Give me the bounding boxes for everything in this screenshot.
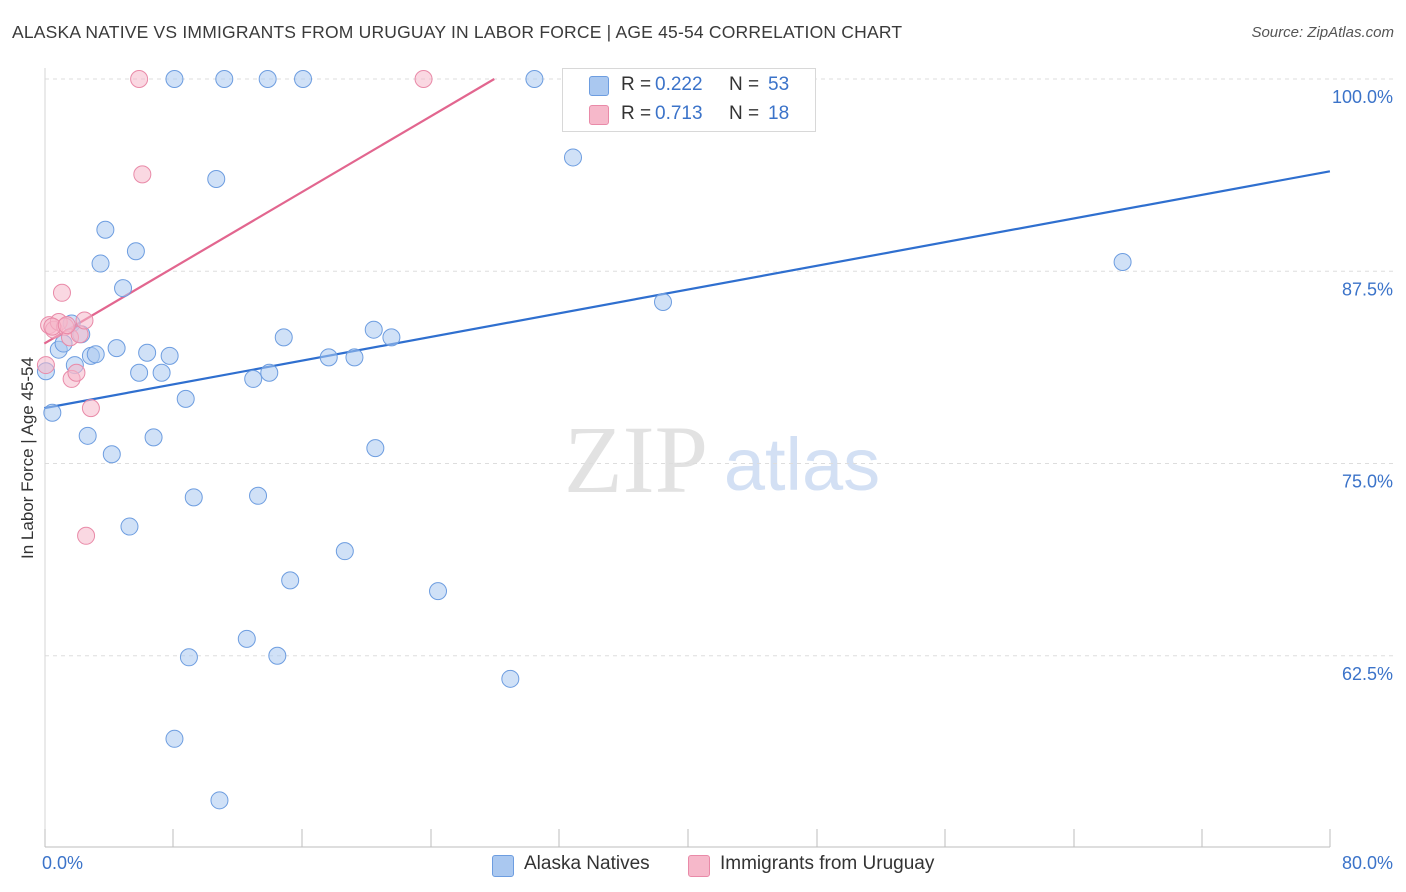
uruguay-swatch bbox=[589, 105, 609, 125]
alaska-native-point bbox=[144, 428, 163, 447]
x-tick-label-max: 80.0% bbox=[1342, 853, 1393, 873]
alaska-native-point bbox=[345, 348, 364, 367]
r-value: 0.222 bbox=[655, 74, 703, 95]
alaska-native-point bbox=[126, 242, 145, 261]
alaska-native-point bbox=[564, 148, 583, 167]
alaska-native-point bbox=[179, 648, 198, 667]
tick-labels: 62.5% 75.0% 87.5% 100.0% 0.0% 80.0% bbox=[42, 87, 1393, 873]
alaska-natives-trend-line bbox=[44, 170, 1331, 410]
stats-row-uruguay: R = 0.713 N = 18 bbox=[563, 100, 815, 130]
n-label: N = bbox=[729, 74, 760, 95]
y-axis-title: In Labor Force | Age 45-54 bbox=[18, 357, 37, 559]
alaska-native-point bbox=[120, 517, 139, 536]
alaska-native-point bbox=[274, 328, 293, 347]
alaska-native-point bbox=[260, 363, 279, 382]
legend: Alaska Natives Immigrants from Uruguay bbox=[0, 853, 1406, 879]
n-value: 53 bbox=[768, 74, 790, 95]
r-label: R = bbox=[621, 103, 652, 124]
grid-lines bbox=[45, 78, 1394, 657]
legend-label: Alaska Natives bbox=[524, 853, 650, 874]
alaska-native-point bbox=[258, 70, 277, 88]
alaska-native-point bbox=[176, 389, 195, 408]
legend-label: Immigrants from Uruguay bbox=[720, 853, 935, 874]
watermark-zip: ZIP bbox=[564, 406, 708, 513]
uruguay-legend-swatch bbox=[688, 855, 710, 877]
alaska-native-point bbox=[152, 363, 171, 382]
alaska-native-point bbox=[244, 369, 263, 388]
uruguay-point bbox=[75, 311, 94, 330]
uruguay-point bbox=[52, 283, 71, 302]
alaska-native-point bbox=[653, 293, 672, 312]
alaska-native-point bbox=[429, 582, 448, 601]
alaska-native-point bbox=[114, 279, 133, 298]
alaska-native-point bbox=[78, 426, 97, 445]
alaska-native-point bbox=[382, 328, 401, 347]
uruguay-point bbox=[57, 316, 76, 335]
alaska-native-point bbox=[210, 791, 229, 810]
uruguay-trend-line bbox=[43, 78, 495, 345]
alaska-native-point bbox=[364, 320, 383, 339]
alaska-native-point bbox=[268, 646, 287, 665]
alaska-native-point bbox=[102, 445, 121, 464]
alaska-native-point bbox=[366, 439, 385, 458]
watermark-atlas: atlas bbox=[724, 423, 880, 506]
n-label: N = bbox=[729, 103, 760, 124]
alaska-native-point bbox=[207, 169, 226, 188]
alaska-native-point bbox=[525, 70, 544, 88]
alaska-natives-swatch bbox=[589, 76, 609, 96]
uruguay-point bbox=[77, 526, 96, 545]
alaska-native-point bbox=[165, 729, 184, 748]
uruguay-point bbox=[36, 356, 55, 375]
x-tick-label-min: 0.0% bbox=[42, 853, 83, 873]
alaska-native-point bbox=[138, 343, 157, 362]
alaska-native-point bbox=[215, 70, 234, 88]
uruguay-point bbox=[81, 399, 100, 418]
alaska-native-point bbox=[96, 220, 115, 239]
alaska-native-point bbox=[281, 571, 300, 590]
uruguay-point bbox=[130, 70, 149, 88]
stats-row-alaska-natives: R = 0.222 N = 53 bbox=[563, 71, 815, 101]
uruguay-point bbox=[133, 165, 152, 184]
alaska-native-point bbox=[1113, 253, 1132, 272]
trend-lines bbox=[43, 78, 1331, 410]
uruguay-point bbox=[414, 70, 433, 88]
alaska-natives-legend-swatch bbox=[492, 855, 514, 877]
alaska-native-point bbox=[160, 346, 179, 365]
alaska-native-point bbox=[237, 629, 256, 648]
alaska-native-point bbox=[165, 70, 184, 88]
r-value: 0.713 bbox=[655, 103, 703, 124]
chart-title: ALASKA NATIVE VS IMMIGRANTS FROM URUGUAY… bbox=[12, 22, 903, 42]
alaska-native-point bbox=[249, 486, 268, 505]
source-label: Source: ZipAtlas.com bbox=[1251, 24, 1394, 41]
alaska-native-point bbox=[335, 542, 354, 561]
alaska-native-point bbox=[130, 363, 149, 382]
y-tick-label: 75.0% bbox=[1342, 472, 1393, 492]
alaska-native-point bbox=[294, 70, 313, 88]
axes bbox=[44, 68, 1331, 848]
n-value: 18 bbox=[768, 103, 790, 124]
stats-box: R = 0.222 N = 53 R = 0.713 N = 18 bbox=[562, 68, 816, 132]
alaska-native-point bbox=[43, 403, 62, 422]
alaska-native-point bbox=[184, 488, 203, 507]
y-tick-label: 87.5% bbox=[1342, 279, 1393, 299]
uruguay-point bbox=[67, 363, 86, 382]
y-tick-label: 62.5% bbox=[1342, 664, 1393, 684]
alaska-native-point bbox=[91, 254, 110, 273]
alaska-native-point bbox=[107, 339, 126, 358]
alaska-native-point bbox=[501, 669, 520, 688]
alaska-native-point bbox=[319, 348, 338, 367]
y-tick-label: 100.0% bbox=[1332, 87, 1393, 107]
alaska-native-point bbox=[86, 345, 105, 364]
r-label: R = bbox=[621, 74, 652, 95]
